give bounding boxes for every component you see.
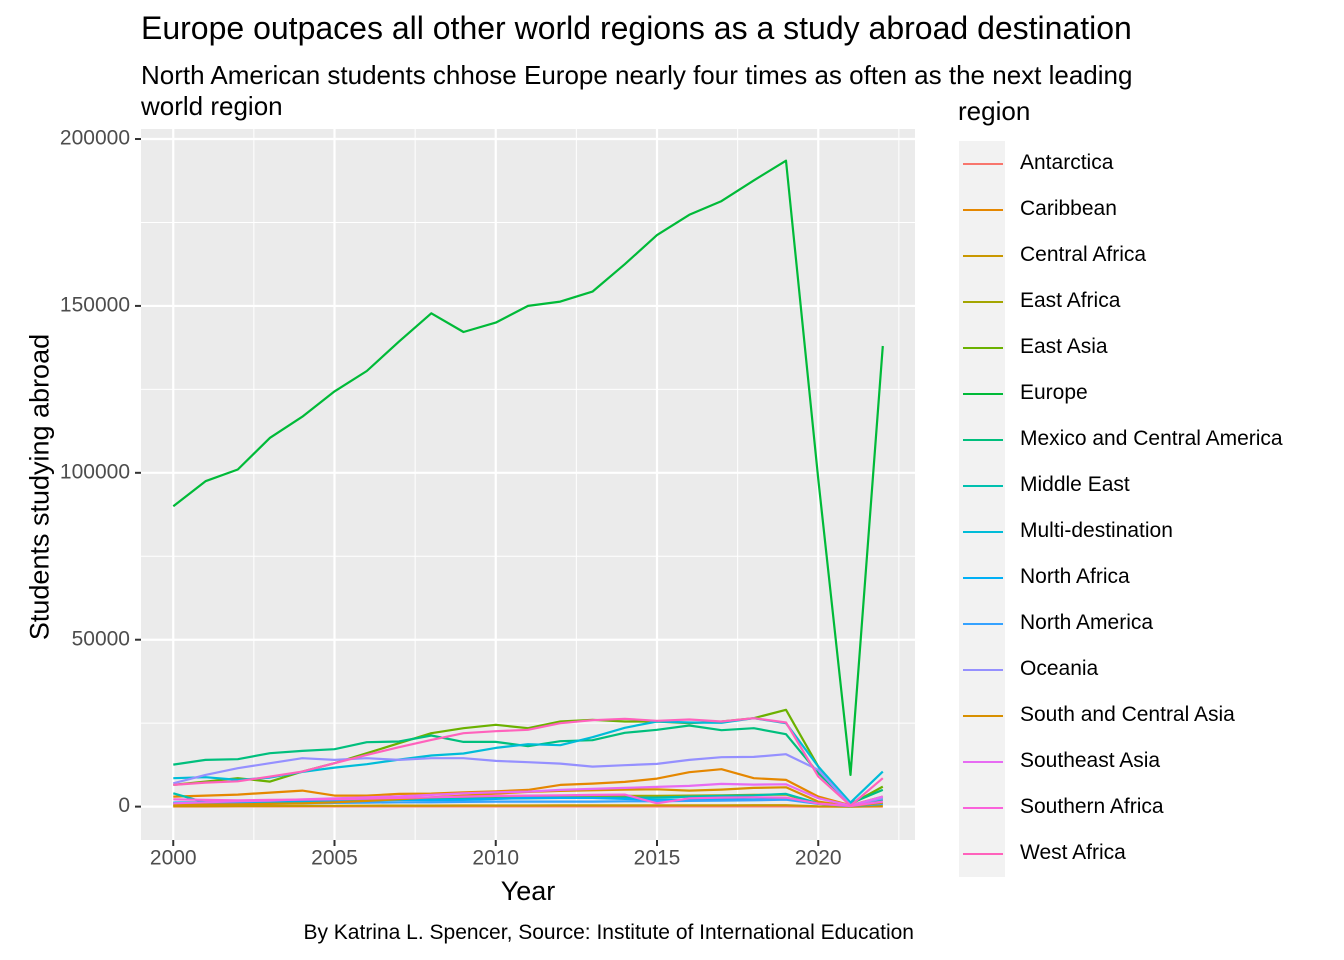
legend-label: Central Africa bbox=[1020, 243, 1147, 266]
y-tick-label: 100000 bbox=[60, 460, 130, 483]
legend-key bbox=[959, 279, 1005, 325]
legend-key bbox=[959, 785, 1005, 831]
series-line-caribbean bbox=[173, 768, 884, 807]
legend-label: Southern Africa bbox=[1020, 795, 1164, 818]
legend-key bbox=[959, 233, 1005, 279]
legend-line-swatch bbox=[963, 531, 1003, 533]
legend-item: Antarctica bbox=[958, 141, 1338, 187]
x-axis: 2000 2005 2010 2015 2020 bbox=[150, 840, 842, 869]
legend-item: West Africa bbox=[958, 831, 1338, 877]
chart-caption: By Katrina L. Spencer, Source: Institute… bbox=[303, 921, 914, 944]
legend-line-swatch bbox=[963, 761, 1003, 763]
legend-item: East Africa bbox=[958, 279, 1338, 325]
series-line-europe bbox=[172, 159, 884, 777]
legend-line-swatch bbox=[963, 439, 1003, 441]
legend-line-swatch bbox=[963, 209, 1003, 211]
series-line-southern-africa bbox=[173, 793, 883, 808]
legend-item: North America bbox=[958, 601, 1338, 647]
legend-item: Southeast Asia bbox=[958, 739, 1338, 785]
series-line-west-africa bbox=[173, 717, 884, 807]
legend-key bbox=[959, 417, 1005, 463]
legend-line-swatch bbox=[963, 347, 1003, 349]
series-line-mexico-and-central-america bbox=[173, 724, 884, 805]
series-line-oceania bbox=[173, 753, 884, 807]
legend-key bbox=[959, 831, 1005, 877]
legend-item: Oceania bbox=[958, 647, 1338, 693]
legend-label: North America bbox=[1020, 611, 1154, 634]
chart-subtitle: North American students chhose Europe ne… bbox=[141, 60, 1133, 121]
legend-item: Southern Africa bbox=[958, 785, 1338, 831]
legend-line-swatch bbox=[963, 669, 1003, 671]
x-tick-label: 2005 bbox=[311, 846, 358, 869]
legend-label: Southeast Asia bbox=[1020, 749, 1161, 772]
legend-key bbox=[959, 187, 1005, 233]
series-line-central-africa bbox=[173, 804, 883, 808]
legend-line-swatch bbox=[963, 485, 1003, 487]
legend-line-swatch bbox=[963, 715, 1003, 717]
legend-line-swatch bbox=[963, 853, 1003, 855]
legend-label: Middle East bbox=[1020, 473, 1130, 496]
legend-label: Europe bbox=[1020, 381, 1088, 404]
x-tick-label: 2020 bbox=[795, 846, 842, 869]
y-tick-label: 50000 bbox=[72, 627, 130, 650]
legend-key bbox=[959, 647, 1005, 693]
legend-line-swatch bbox=[963, 623, 1003, 625]
legend-key bbox=[959, 463, 1005, 509]
legend-line-swatch bbox=[963, 577, 1003, 579]
legend-label: Antarctica bbox=[1020, 151, 1114, 174]
x-axis-label: Year bbox=[500, 876, 556, 906]
y-axis: 0 50000 100000 150000 200000 bbox=[60, 127, 141, 817]
series-line-east-asia bbox=[173, 708, 884, 806]
legend-item: East Asia bbox=[958, 325, 1338, 371]
x-tick-label: 2000 bbox=[150, 846, 197, 869]
x-tick-label: 2010 bbox=[472, 846, 519, 869]
legend-key bbox=[959, 555, 1005, 601]
legend-label: Mexico and Central America bbox=[1020, 427, 1283, 450]
legend-key bbox=[959, 509, 1005, 555]
legend-item: Multi-destination bbox=[958, 509, 1338, 555]
legend-label: South and Central Asia bbox=[1020, 703, 1235, 726]
y-tick-label: 0 bbox=[118, 794, 130, 817]
legend-label: Caribbean bbox=[1020, 197, 1117, 220]
legend-title: region bbox=[958, 96, 1031, 126]
legend-label: Multi-destination bbox=[1020, 519, 1173, 542]
y-tick-label: 200000 bbox=[60, 127, 130, 150]
legend-key bbox=[959, 601, 1005, 647]
legend-item: Mexico and Central America bbox=[958, 417, 1338, 463]
legend-key bbox=[959, 739, 1005, 785]
legend-key bbox=[959, 141, 1005, 187]
legend-item: South and Central Asia bbox=[958, 693, 1338, 739]
legend-label: East Africa bbox=[1020, 289, 1121, 312]
y-tick-label: 150000 bbox=[60, 293, 130, 316]
legend-item: Caribbean bbox=[958, 187, 1338, 233]
legend-item: Europe bbox=[958, 371, 1338, 417]
legend-key bbox=[959, 325, 1005, 371]
legend-label: North Africa bbox=[1020, 565, 1130, 588]
legend-line-swatch bbox=[963, 301, 1003, 303]
legend-line-swatch bbox=[963, 163, 1003, 165]
chart-title: Europe outpaces all other world regions … bbox=[141, 10, 1132, 46]
legend-key bbox=[959, 371, 1005, 417]
legend-item: North Africa bbox=[958, 555, 1338, 601]
legend-item: Central Africa bbox=[958, 233, 1338, 279]
legend-key bbox=[959, 693, 1005, 739]
series-lines bbox=[172, 159, 884, 808]
legend-label: Oceania bbox=[1020, 657, 1099, 680]
legend-label: East Asia bbox=[1020, 335, 1108, 358]
legend-item: Middle East bbox=[958, 463, 1338, 509]
legend: region Antarctica Caribbean Central Africa… bbox=[958, 96, 1283, 877]
x-tick-label: 2015 bbox=[634, 846, 681, 869]
legend-line-swatch bbox=[963, 255, 1003, 257]
y-axis-label: Students studying abroad bbox=[24, 333, 55, 641]
legend-line-swatch bbox=[963, 393, 1003, 395]
legend-label: West Africa bbox=[1020, 841, 1126, 864]
legend-line-swatch bbox=[963, 807, 1003, 809]
